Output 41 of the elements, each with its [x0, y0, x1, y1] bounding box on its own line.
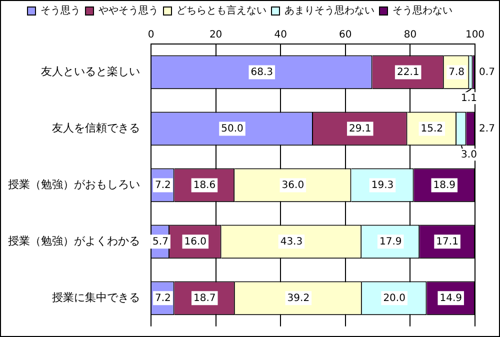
y-tick-label: 友人を信頼できる — [52, 122, 140, 135]
data-label: 29.1 — [349, 123, 372, 134]
data-label: 20.0 — [383, 292, 406, 304]
data-label: 2.7 — [479, 123, 495, 134]
data-label: 16.0 — [184, 236, 207, 248]
data-label: 22.1 — [396, 66, 420, 78]
x-tick-label: 20 — [209, 30, 222, 41]
data-label: 19.3 — [371, 180, 394, 191]
data-label: 18.7 — [193, 292, 216, 304]
data-label: 43.3 — [280, 236, 303, 248]
x-tick-label: 40 — [274, 30, 287, 41]
data-label: 0.7 — [479, 66, 495, 78]
data-label: 14.9 — [440, 292, 462, 304]
data-label: 1.1 — [461, 92, 477, 104]
x-tick-label: 60 — [339, 30, 352, 41]
data-label: 7.8 — [448, 66, 464, 78]
x-tick-label: 0 — [148, 30, 154, 41]
legend-label: そう思う — [40, 6, 80, 17]
data-label: 17.1 — [436, 236, 458, 248]
x-tick-label: 100 — [465, 30, 485, 41]
data-label: 36.0 — [282, 180, 304, 191]
data-label: 68.3 — [250, 66, 274, 78]
y-tick-label: 友人といると楽しい — [41, 65, 140, 78]
data-label: 39.2 — [287, 292, 310, 304]
data-label: 17.9 — [379, 236, 402, 248]
y-tick-label: 授業（勉強）がおもしろい — [8, 178, 140, 192]
legend-label: どちらとも言えない — [176, 4, 266, 17]
data-label: 18.6 — [193, 180, 216, 191]
data-label: 50.0 — [221, 123, 244, 134]
legend-label: そう思わない — [392, 6, 452, 17]
x-tick-label: 80 — [404, 30, 417, 41]
data-label: 15.2 — [420, 123, 444, 134]
y-tick-label: 授業（勉強）がよくわかる — [8, 234, 140, 248]
data-label: 7.2 — [154, 180, 171, 191]
data-label: 5.7 — [152, 236, 168, 248]
data-label: 7.2 — [154, 292, 171, 304]
y-tick-label: 授業に集中できる — [52, 291, 140, 304]
legend-label: ややそう思う — [98, 6, 158, 17]
data-label: 3.0 — [461, 149, 477, 160]
legend-label: あまりそう思わない — [284, 6, 374, 17]
data-label: 18.9 — [433, 180, 456, 191]
